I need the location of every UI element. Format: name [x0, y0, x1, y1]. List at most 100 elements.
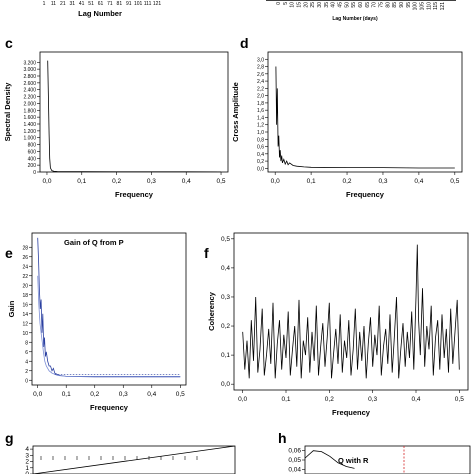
panel-label-g: g [5, 430, 14, 446]
y-tick-label: 6 [25, 350, 28, 356]
y-tick-label: 10 [22, 331, 28, 337]
x-tick-label: 0,3 [119, 391, 128, 398]
y-tick-label: 0,8 [257, 137, 264, 143]
y-tick-label: 2,6 [257, 72, 264, 78]
top-right-tick-label: 75 [379, 2, 385, 8]
y-tick-label: 2.600 [23, 81, 36, 87]
x-tick-label: 0,4 [411, 396, 420, 403]
y-tick-label: 200 [28, 163, 37, 169]
y-axis: 01234 [25, 446, 33, 474]
x-axis-label: Frequency [346, 190, 385, 199]
x-tick-label: 0,3 [147, 178, 156, 185]
x-axis-label: Frequency [115, 190, 154, 199]
y-tick-label: 2,0 [257, 94, 264, 100]
y-axis: 0,00,20,40,60,81,01,21,41,61,82,02,22,42… [257, 57, 268, 172]
y-tick-label: 3.000 [23, 67, 36, 73]
y-tick-label: 0,5 [221, 236, 230, 243]
y-tick-label: 0,05 [288, 457, 301, 464]
x-tick-label: 0,2 [112, 178, 121, 185]
y-tick-label: 2,8 [257, 65, 264, 71]
panel-g: g 01234 [5, 430, 236, 474]
top-left-tick-label: 11 [51, 1, 56, 7]
y-tick-label: 0,2 [257, 159, 264, 165]
y-tick-label: 26 [22, 255, 28, 261]
x-tick-label: 0,1 [62, 391, 71, 398]
y-tick-label: 2 [25, 369, 28, 375]
top-right-tick-label: 85 [392, 2, 398, 8]
top-right-tick-label: 80 [385, 2, 391, 8]
y-tick-label: 14 [22, 312, 28, 318]
y-tick-label: 3 [25, 452, 29, 459]
x-axis: 0,0 0,1 0,2 0,3 0,4 0,5 [238, 390, 464, 403]
top-right-tick-label: 10 [290, 2, 296, 8]
y-tick-label: 1 [25, 465, 29, 472]
y-tick-label: 22 [22, 274, 28, 280]
y-tick-label: 20 [22, 283, 28, 289]
y-tick-label: 1.400 [23, 122, 36, 128]
y-tick-label: 16 [22, 302, 28, 308]
plot-area [47, 60, 222, 172]
y-tick-label: 600 [28, 149, 37, 155]
y-tick-label: 0,0 [221, 381, 230, 388]
top-right-tick-label: 95 [406, 2, 412, 8]
y-tick-label: 18 [22, 293, 28, 299]
plot-frame [304, 445, 471, 474]
top-right-tick-label: 65 [365, 2, 371, 8]
y-axis: 0,0 0,1 0,2 0,3 0,4 0,5 [221, 236, 234, 388]
x-tick-label: 0,4 [147, 391, 156, 398]
y-tick-label: 8 [25, 340, 28, 346]
y-tick-label: 1.600 [23, 115, 36, 121]
top-right-tick-label: 25 [310, 2, 316, 8]
y-tick-label: 0,1 [221, 352, 230, 359]
y-tick-label: 0 [33, 170, 36, 176]
x-tick-label: 0,0 [42, 178, 51, 185]
series-line-1 [33, 446, 235, 474]
y-axis-label: Coherency [207, 291, 216, 331]
y-tick-label: 2,4 [257, 79, 264, 85]
plot-frame [39, 51, 229, 173]
series-line-1 [242, 244, 460, 379]
panel-label-e: e [5, 245, 13, 261]
y-tick-label: 0,4 [257, 152, 264, 158]
top-right-tick-label: 55 [351, 2, 357, 8]
top-right-tick-label: 30 [317, 2, 323, 8]
x-axis-label: Frequency [90, 403, 129, 412]
series-line-2 [37, 275, 181, 377]
y-tick-label: 0,06 [288, 448, 301, 455]
y-tick-label: 24 [22, 264, 28, 270]
plot-area [275, 66, 455, 169]
series-line-1 [305, 450, 355, 469]
top-right-tick-label: 115 [433, 2, 439, 10]
y-tick-label: 3,0 [257, 57, 264, 63]
plot-frame [31, 232, 187, 386]
y-axis-label: Gain [7, 300, 16, 317]
top-left-tick-label: 41 [79, 1, 85, 7]
y-tick-label: 12 [22, 321, 28, 327]
top-right-tick-label: 60 [358, 2, 364, 8]
top-left-tick-label: 121 [153, 1, 162, 7]
x-tick-label: 0,2 [325, 396, 334, 403]
y-tick-label: 1,6 [257, 108, 264, 114]
top-right-tick-label: 105 [420, 2, 426, 11]
x-tick-label: 0,0 [33, 391, 42, 398]
x-tick-label: 0,5 [455, 396, 464, 403]
y-tick-label: 2.000 [23, 101, 36, 107]
y-tick-label: 0,0 [257, 166, 264, 172]
top-right-tick-label: 0 [276, 2, 282, 5]
top-left-tick-label: 1 [43, 1, 46, 7]
top-left-tick-label: 31 [69, 1, 75, 7]
y-tick-label: 2.800 [23, 74, 36, 80]
y-tick-label: 0,3 [221, 294, 230, 301]
y-tick-label: 4 [25, 359, 28, 365]
panel-label-f: f [204, 245, 209, 261]
x-tick-label: 0,5 [176, 391, 185, 398]
panel-label-d: d [240, 35, 249, 51]
y-tick-label: 1,0 [257, 130, 264, 136]
y-axis-label: Cross Amplitude [231, 82, 240, 142]
x-tick-label: 0,0 [238, 396, 247, 403]
y-axis: 02004006008001.0001.2001.4001.6001.8002.… [23, 60, 40, 176]
series-line-1 [47, 60, 222, 172]
top-left-tick-label: 91 [126, 1, 132, 7]
